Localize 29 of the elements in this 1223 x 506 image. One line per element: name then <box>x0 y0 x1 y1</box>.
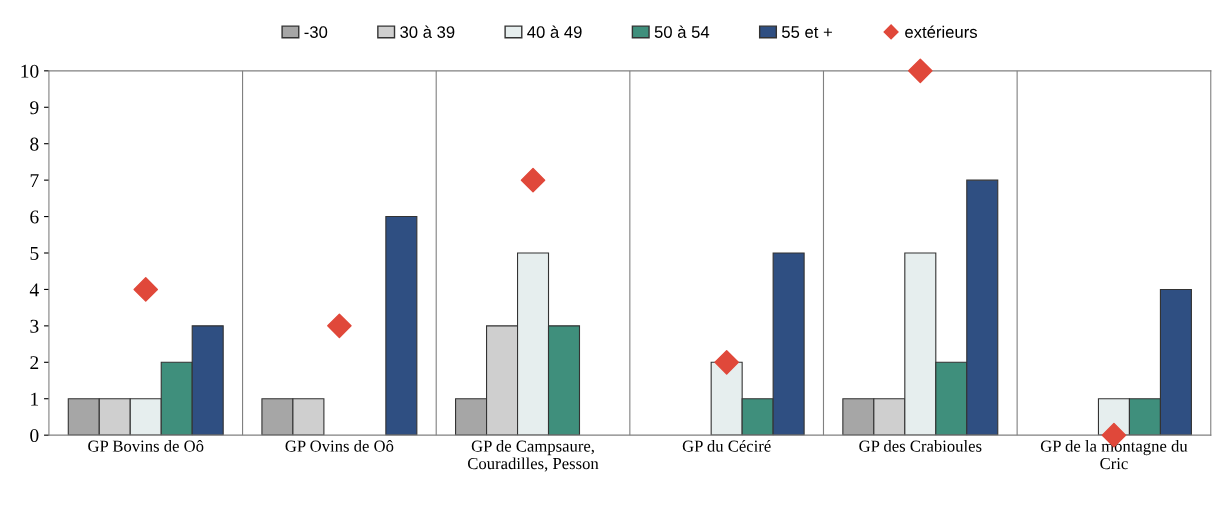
x-tick-label: GP Ovins de Oô <box>285 439 394 452</box>
y-tick-label: 5 <box>30 247 39 260</box>
x-tick-label: GP de la montagne du Cric <box>1040 440 1188 470</box>
x-tick-label: GP du Céciré <box>682 440 771 452</box>
x-tick-label: GP de Campsaure, Couradilles, Pesson <box>467 440 599 472</box>
x-tick-label: GP Bovins de Oô <box>88 439 204 452</box>
point <box>907 58 933 84</box>
point <box>714 349 739 375</box>
x-tick-label: GP des Crabioules <box>859 440 982 452</box>
y-tick-label: 9 <box>30 101 39 115</box>
y-tick-label: 6 <box>30 210 39 224</box>
y-tick-label: 10 <box>21 64 39 78</box>
legend-label: 40 à 49 <box>527 25 582 38</box>
y-tick-label: 7 <box>30 174 39 187</box>
y-tick-label: 8 <box>30 137 39 151</box>
legend-label: 50 à 54 <box>654 25 710 38</box>
y-tick-label: 1 <box>31 392 39 406</box>
legend-label: 30 à 39 <box>400 25 455 38</box>
point <box>327 313 352 339</box>
y-tick-label: 2 <box>30 356 39 370</box>
legend-label: -30 <box>304 26 328 38</box>
y-tick-label: 4 <box>29 283 39 297</box>
point <box>133 277 159 302</box>
point <box>520 167 546 193</box>
legend-label: extérieurs <box>905 25 977 38</box>
y-tick-label: 3 <box>30 319 39 333</box>
legend-label: 55 et + <box>781 26 832 38</box>
bar <box>385 216 418 436</box>
y-tick-label: 0 <box>30 428 39 443</box>
